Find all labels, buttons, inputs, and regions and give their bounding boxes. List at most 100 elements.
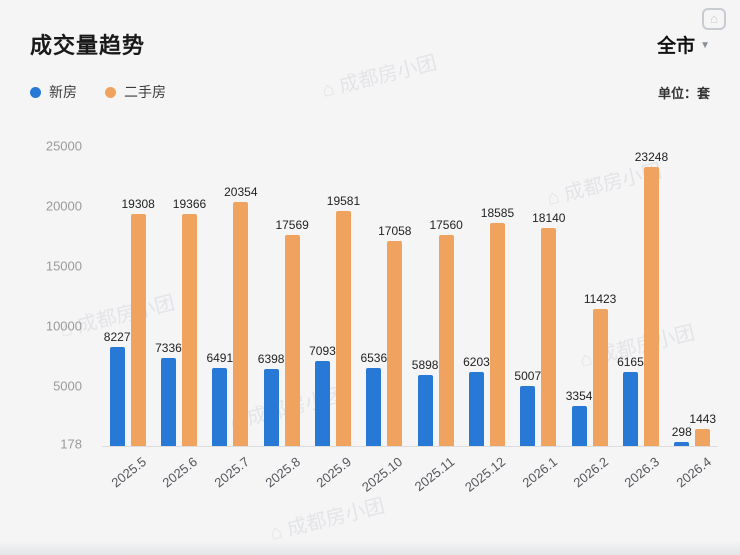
legend-dot-new-homes [30, 86, 41, 98]
bar-column: 19308 [121, 128, 155, 446]
bar-group: 7093 19581 2025.9 [307, 128, 360, 490]
legend-item-secondhand-homes[interactable]: 二手房 [105, 82, 166, 102]
bar-column: 5898 [412, 128, 438, 446]
bar-secondhand-homes [181, 213, 197, 446]
bar-group: 6536 17058 2025.10 [359, 128, 412, 494]
bar-new-homes [674, 442, 690, 446]
bar-secondhand-homes [387, 241, 403, 446]
y-axis: 178 5000 10000 15000 20000 25000 [30, 128, 92, 452]
bar-value-label: 3354 [565, 388, 593, 403]
y-axis-tick: 178 [60, 436, 82, 452]
unit-label: 单位：套 [657, 85, 710, 101]
bar-column: 6203 [463, 128, 490, 446]
bar-column: 6165 [617, 128, 644, 446]
bar-column: 7093 [309, 128, 336, 446]
page-title: 成交量趋势 [30, 33, 146, 58]
bar-column: 1443 [689, 128, 716, 446]
y-axis-tick: 10000 [45, 318, 82, 334]
bar-new-homes [571, 405, 587, 446]
bar-column: 17560 [429, 128, 463, 446]
bar-value-label: 17058 [378, 224, 412, 239]
x-axis-label: 2025.7 [210, 454, 252, 491]
bar-value-label: 298 [671, 425, 692, 440]
bar-value-label: 5007 [514, 368, 542, 383]
x-axis-label: 2025.9 [313, 454, 355, 491]
bar-secondhand-homes [643, 167, 659, 446]
legend-dot-secondhand-homes [105, 86, 116, 98]
bar-value-label: 17569 [275, 218, 309, 233]
x-axis-label: 2025.11 [411, 454, 457, 495]
bar-new-homes [263, 369, 279, 446]
bar-value-label: 18585 [480, 205, 515, 220]
x-axis-label: 2026.4 [672, 454, 714, 491]
bar-secondhand-homes [541, 228, 557, 446]
region-label: 全市 [657, 35, 696, 57]
bar-column: 5007 [514, 128, 541, 446]
bar-new-homes [520, 385, 536, 446]
bar-value-label: 23248 [634, 150, 669, 165]
x-axis-label: 2026.1 [518, 454, 560, 491]
bar-column: 298 [671, 128, 692, 446]
bar-new-homes [622, 372, 638, 446]
bar-new-homes [417, 375, 433, 446]
bar-value-label: 7336 [155, 340, 182, 355]
bar-column: 20354 [224, 128, 258, 446]
bar-value-label: 1443 [689, 411, 717, 426]
bar-value-label: 17560 [429, 218, 463, 233]
bar-group: 6203 18585 2025.12 [461, 128, 515, 495]
bar-value-label: 19581 [326, 194, 361, 209]
bar-secondhand-homes [592, 308, 608, 446]
bar-secondhand-homes [284, 235, 300, 446]
bar-group: 6398 17569 2025.8 [256, 128, 309, 490]
brand-logo-icon: ⌂ [702, 8, 726, 30]
bar-secondhand-homes [335, 211, 351, 446]
bar-column: 11423 [584, 128, 616, 446]
bar-value-label: 20354 [224, 184, 258, 199]
bar-value-label: 6398 [257, 352, 285, 367]
bar-group: 6165 23248 2026.3 [615, 128, 668, 490]
bottom-edge [0, 541, 740, 555]
legend: 新房 二手房 [30, 82, 166, 102]
bar-group: 298 1443 2026.4 [667, 128, 718, 491]
bar-value-label: 7093 [309, 343, 336, 358]
bar-group: 8227 19308 2025.5 [102, 128, 155, 490]
region-selector[interactable]: 全市 ▼ [657, 31, 710, 58]
x-axis-label: 2025.5 [108, 454, 149, 491]
bar-secondhand-homes [438, 235, 454, 446]
bar-value-label: 8227 [103, 330, 131, 345]
bar-secondhand-homes [489, 222, 505, 446]
bar-new-homes [212, 368, 228, 446]
chevron-down-icon: ▼ [700, 39, 710, 51]
bar-value-label: 6536 [360, 350, 388, 365]
y-axis-tick: 15000 [45, 258, 82, 274]
bar-column: 17569 [275, 128, 309, 446]
bar-group: 3354 11423 2026.2 [564, 128, 617, 490]
bar-new-homes [160, 357, 176, 446]
bar-value-label: 19308 [121, 197, 155, 212]
legend-label: 二手房 [124, 84, 166, 100]
x-axis-label: 2025.10 [359, 454, 406, 495]
bar-column: 8227 [104, 128, 131, 446]
bar-secondhand-homes [130, 214, 146, 446]
bar-column: 6536 [360, 128, 387, 446]
bar-column: 19366 [173, 128, 206, 446]
bar-column: 7336 [155, 128, 182, 446]
bar-group: 7336 19366 2025.6 [153, 128, 206, 491]
bar-value-label: 5898 [411, 358, 439, 373]
y-axis-tick: 5000 [53, 378, 82, 394]
bar-group: 6491 20354 2025.7 [205, 128, 258, 491]
bar-new-homes [468, 371, 484, 446]
bar-value-label: 6165 [617, 355, 644, 370]
bar-new-homes [366, 367, 382, 446]
y-axis-tick: 20000 [45, 198, 82, 214]
bar-value-label: 18140 [532, 211, 566, 226]
legend-item-new-homes[interactable]: 新房 [30, 82, 77, 102]
x-axis-label: 2026.2 [570, 454, 611, 491]
plot-area: 8227 19308 2025.5 7336 19366 2025.6 6491 20354 2… [102, 128, 718, 495]
x-axis-label: 2026.3 [621, 454, 663, 491]
bar-group: 5898 17560 2025.11 [410, 128, 463, 494]
bar-column: 19581 [327, 128, 360, 446]
bar-column: 18140 [532, 128, 565, 446]
bar-column: 23248 [635, 128, 668, 446]
x-axis-label: 2025.8 [262, 454, 303, 491]
